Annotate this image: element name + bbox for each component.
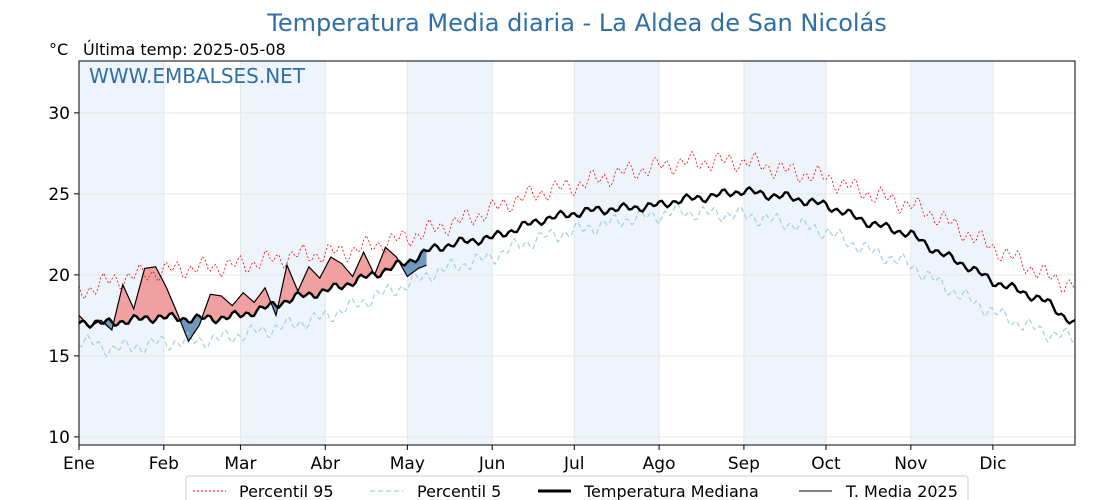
grid-lines xyxy=(78,61,1075,445)
x-axis: Ene Feb Mar Abr May Jun Jul Ago Sep Oct Nov Dic xyxy=(63,445,1006,474)
y-tick-label-15: 15 xyxy=(48,347,70,367)
anomaly-fills xyxy=(79,247,427,342)
chart-title: Temperatura Media diaria - La Aldea de S… xyxy=(266,9,887,37)
series-line-percentil-5 xyxy=(78,203,1076,358)
x-tick-label-Mar: Mar xyxy=(224,454,256,474)
month-band-Sep xyxy=(743,61,826,445)
x-tick-label-Jun: Jun xyxy=(478,454,506,474)
x-tick-label-May: May xyxy=(390,454,425,474)
x-tick-label-Ago: Ago xyxy=(643,454,676,474)
x-tick-label-Abr: Abr xyxy=(311,454,340,474)
x-tick-label-Nov: Nov xyxy=(894,454,927,474)
fill-above-10 xyxy=(374,247,398,278)
series-line-temperatura-mediana xyxy=(78,186,1076,329)
fill-above-4 xyxy=(111,266,179,330)
legend-label-p95: Percentil 95 xyxy=(239,482,334,500)
legend-label-p5: Percentil 5 xyxy=(417,482,501,500)
month-bands xyxy=(79,61,993,445)
month-band-Ene xyxy=(79,61,164,445)
series-lines xyxy=(78,150,1076,358)
y-tick-label-30: 30 xyxy=(48,104,70,124)
legend-box xyxy=(185,475,969,500)
legend-label-current: T. Media 2025 xyxy=(845,482,958,500)
watermark: WWW.EMBALSES.NET xyxy=(89,64,306,88)
fill-above-6 xyxy=(200,287,271,324)
y-tick-label-10: 10 xyxy=(48,428,70,448)
x-tick-label-Sep: Sep xyxy=(728,454,760,474)
x-tick-label-Jul: Jul xyxy=(563,454,585,474)
legend-label-median: Temperatura Mediana xyxy=(583,482,759,500)
series-line-t-media-2025 xyxy=(78,246,427,343)
y-axis: 10 15 20 25 30 xyxy=(48,104,79,448)
last-temp-label: Última temp: 2025-05-08 xyxy=(83,40,286,59)
x-tick-label-Dic: Dic xyxy=(979,454,1006,474)
fill-below-5 xyxy=(178,314,201,342)
month-band-Jul xyxy=(574,61,660,445)
legend: Percentil 95 Percentil 5 Temperatura Med… xyxy=(185,475,969,500)
x-tick-label-Ene: Ene xyxy=(63,454,95,474)
x-tick-label-Feb: Feb xyxy=(149,454,179,474)
month-band-Nov xyxy=(910,61,993,445)
unit-label: °C xyxy=(49,40,68,59)
plot-frame xyxy=(78,60,1076,446)
month-band-Mar xyxy=(240,61,326,445)
x-tick-label-Oct: Oct xyxy=(811,454,841,474)
y-tick-label-25: 25 xyxy=(48,185,70,205)
y-tick-label-20: 20 xyxy=(48,266,70,286)
